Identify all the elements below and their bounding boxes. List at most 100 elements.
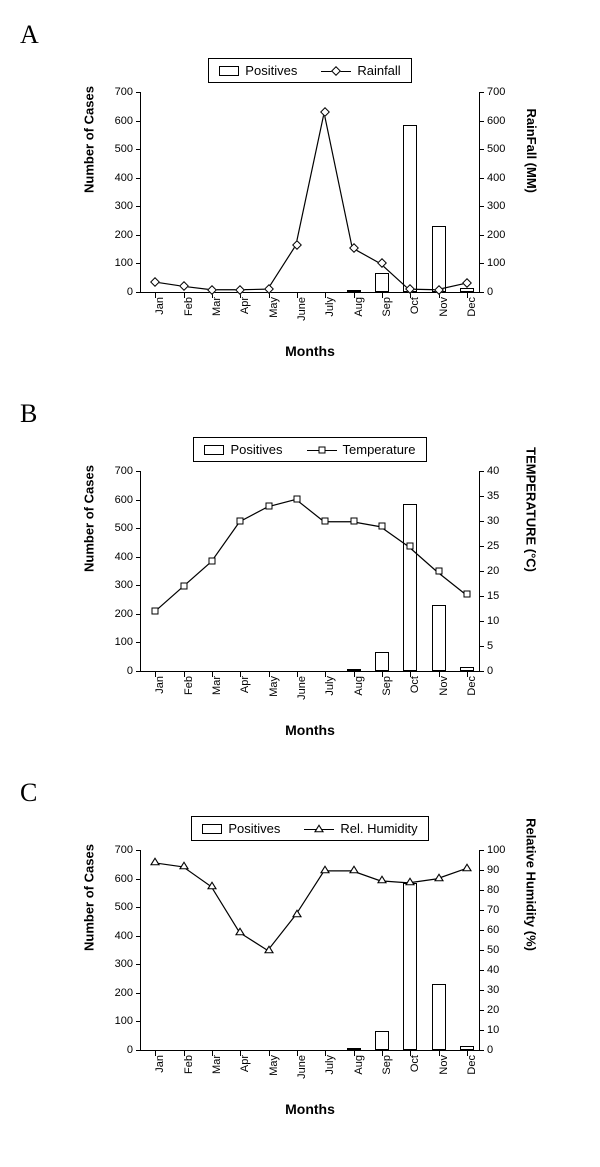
y-left-tick: 600 [81, 494, 133, 506]
bar-swatch-icon [204, 445, 224, 455]
figure: A Positives Rainfall [0, 0, 600, 1167]
legend-label: Positives [230, 442, 282, 457]
bar-swatch-icon [219, 66, 239, 76]
x-tick-label: June [296, 297, 308, 321]
marker-triangle-icon [150, 857, 160, 865]
marker-square-icon [463, 590, 470, 597]
x-tick-label: Aug [353, 297, 365, 317]
y-left-tick: 0 [81, 1044, 133, 1056]
y-right-tick: 40 [487, 465, 539, 477]
bar-positives [375, 273, 389, 292]
plot-a: Number of Cases RainFall (MM) 0100200300… [80, 93, 540, 359]
y-right-tick: 15 [487, 590, 539, 602]
marker-square-icon [152, 608, 159, 615]
y-right-tick: 100 [487, 844, 539, 856]
marker-square-icon [407, 543, 414, 550]
marker-triangle-icon [377, 875, 387, 883]
y-right-tick: 20 [487, 1004, 539, 1016]
x-tick-label: June [296, 676, 308, 700]
x-tick-label: Jan [154, 297, 166, 315]
x-tick-label: May [268, 297, 280, 318]
marker-diamond-icon [179, 281, 189, 291]
plot-b: Number of Cases TEMPERATURE (°C) 0100200… [80, 472, 540, 738]
marker-triangle-icon [235, 927, 245, 935]
y-left-tick: 200 [81, 987, 133, 999]
y-right-tick: 40 [487, 964, 539, 976]
bar-positives [432, 984, 446, 1050]
y-right-tick: 10 [487, 1024, 539, 1036]
x-tick-label: June [296, 1055, 308, 1079]
y-left-tick: 500 [81, 901, 133, 913]
line-swatch-icon [307, 443, 337, 457]
y-left-tick: 300 [81, 579, 133, 591]
marker-triangle-icon [462, 863, 472, 871]
y-left-tick: 400 [81, 172, 133, 184]
y-right-tick: 700 [487, 86, 539, 98]
x-axis-title: Months [80, 1101, 540, 1117]
y-right-tick: 30 [487, 984, 539, 996]
y-left-tick: 300 [81, 958, 133, 970]
marker-diamond-icon [349, 243, 359, 253]
x-tick-label: July [324, 1055, 336, 1075]
x-tick-label: Apr [239, 297, 251, 314]
y-left-tick: 700 [81, 86, 133, 98]
x-tick-label: Feb [183, 297, 195, 316]
y-right-tick: 100 [487, 257, 539, 269]
legend-c: Positives Rel. Humidity [191, 816, 428, 841]
x-tick-label: July [324, 297, 336, 317]
series-line [141, 93, 479, 292]
y-left-tick: 100 [81, 636, 133, 648]
x-tick-label: Nov [438, 1055, 450, 1075]
x-axis-title: Months [80, 722, 540, 738]
y-left-tick: 400 [81, 930, 133, 942]
y-right-tick: 60 [487, 924, 539, 936]
x-tick-label: Nov [438, 676, 450, 696]
marker-square-icon [293, 495, 300, 502]
y-right-tick: 70 [487, 904, 539, 916]
panel-a: A Positives Rainfall [20, 20, 580, 359]
legend-item-humidity: Rel. Humidity [304, 821, 417, 836]
y-right-tick: 200 [487, 229, 539, 241]
x-tick-label: Mar [211, 676, 223, 695]
y-left-tick: 400 [81, 551, 133, 563]
y-right-tick: 500 [487, 143, 539, 155]
x-tick-label: Jan [154, 676, 166, 694]
panel-label-a: A [20, 20, 580, 50]
marker-triangle-icon [179, 861, 189, 869]
panel-c: C Positives Rel. Humidity [20, 778, 580, 1117]
bar-positives [347, 290, 361, 292]
y-right-tick: 0 [487, 1044, 539, 1056]
y-left-tick: 500 [81, 143, 133, 155]
x-tick-label: Mar [211, 297, 223, 316]
y-left-tick: 500 [81, 522, 133, 534]
marker-square-icon [208, 558, 215, 565]
y-right-tick: 300 [487, 200, 539, 212]
x-tick-label: Apr [239, 676, 251, 693]
y-left-tick: 700 [81, 465, 133, 477]
x-axis-title: Months [80, 343, 540, 359]
marker-triangle-icon [207, 881, 217, 889]
series-line [141, 851, 479, 1050]
y-right-tick: 25 [487, 540, 539, 552]
bar-positives [403, 883, 417, 1050]
y-right-tick: 0 [487, 286, 539, 298]
y-right-tick: 90 [487, 864, 539, 876]
legend-label: Temperature [343, 442, 416, 457]
legend-item-positives: Positives [204, 442, 282, 457]
marker-square-icon [350, 518, 357, 525]
marker-square-icon [180, 583, 187, 590]
marker-triangle-icon [264, 945, 274, 953]
legend-label: Positives [245, 63, 297, 78]
y-left-tick: 0 [81, 665, 133, 677]
bar-positives [460, 288, 474, 292]
x-tick-label: Sep [381, 676, 393, 696]
panel-b: B Positives Temperature [20, 399, 580, 738]
marker-triangle-icon [320, 865, 330, 873]
x-tick-label: July [324, 676, 336, 696]
y-left-tick: 600 [81, 873, 133, 885]
legend-item-temperature: Temperature [307, 442, 416, 457]
y-right-tick: 10 [487, 615, 539, 627]
bar-positives [432, 605, 446, 671]
legend-b: Positives Temperature [193, 437, 426, 462]
y-left-tick: 0 [81, 286, 133, 298]
